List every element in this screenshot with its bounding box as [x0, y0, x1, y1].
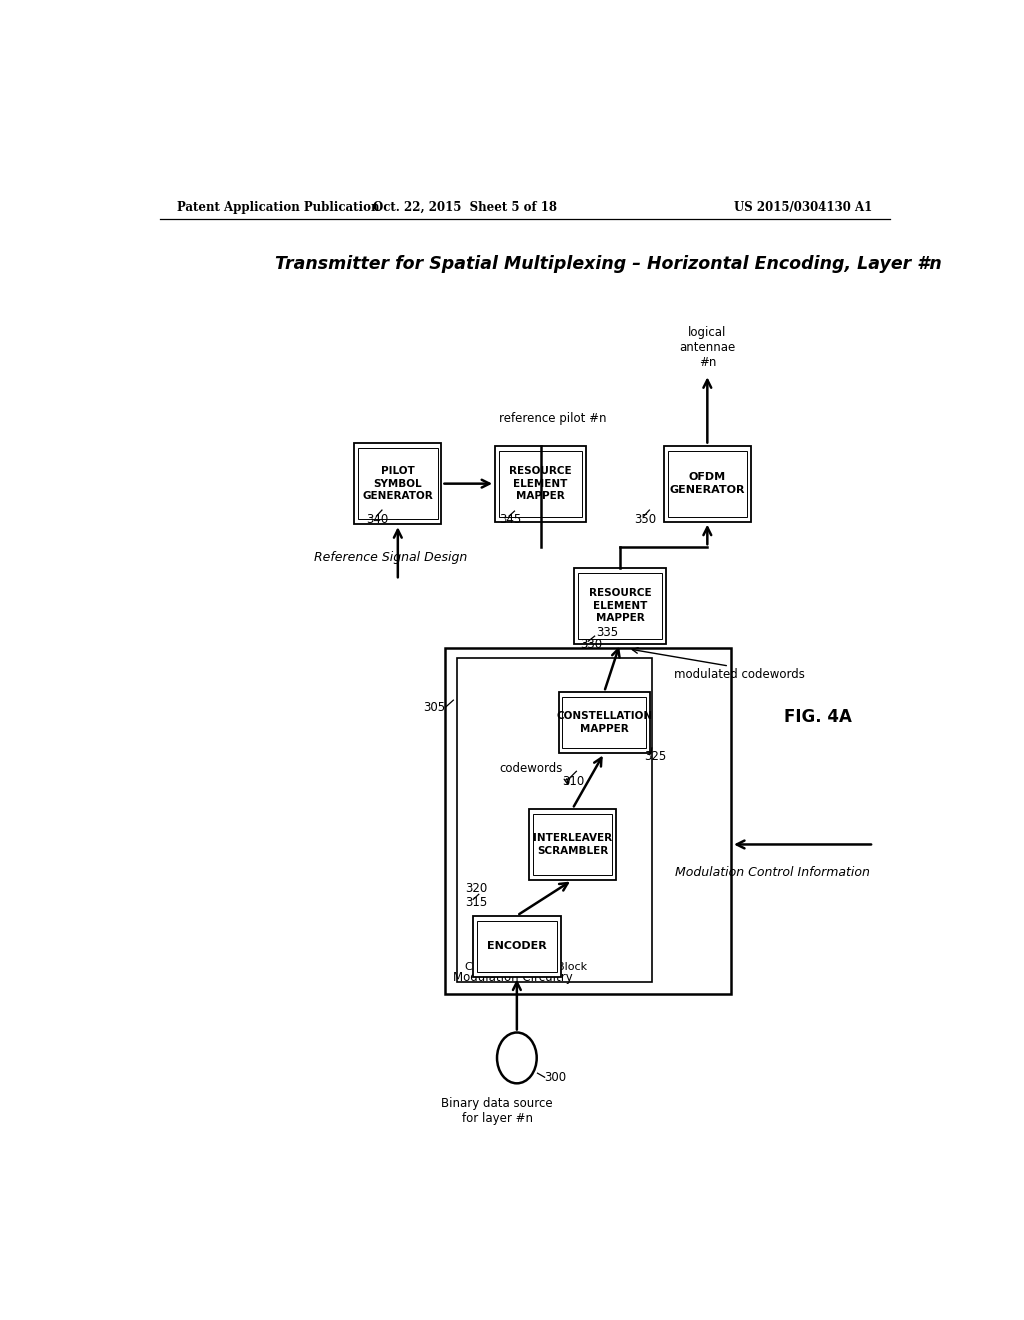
Text: 345: 345 — [500, 512, 521, 525]
Text: Modulation Circuitry: Modulation Circuitry — [454, 970, 573, 983]
Text: 320: 320 — [465, 882, 487, 895]
Text: PILOT
SYMBOL
GENERATOR: PILOT SYMBOL GENERATOR — [362, 466, 433, 502]
Text: 305: 305 — [423, 701, 445, 714]
Text: 350: 350 — [634, 512, 656, 525]
FancyBboxPatch shape — [574, 568, 666, 644]
Text: codewords: codewords — [499, 762, 562, 775]
Text: 325: 325 — [644, 750, 666, 763]
Text: RESOURCE
ELEMENT
MAPPER: RESOURCE ELEMENT MAPPER — [509, 466, 572, 502]
Text: Modulation Control Information: Modulation Control Information — [675, 866, 870, 879]
Text: reference pilot #n: reference pilot #n — [499, 412, 606, 425]
Text: Binary data source
for layer #n: Binary data source for layer #n — [441, 1097, 553, 1125]
Text: 310: 310 — [562, 775, 585, 788]
FancyBboxPatch shape — [558, 692, 650, 752]
Text: Patent Application Publication: Patent Application Publication — [177, 201, 380, 214]
Text: 330: 330 — [581, 638, 602, 651]
Text: CONSTELLATION
MAPPER: CONSTELLATION MAPPER — [556, 711, 652, 734]
FancyBboxPatch shape — [495, 446, 587, 521]
Text: Channel Coding Block: Channel Coding Block — [465, 961, 588, 972]
Text: logical
antennae
#n: logical antennae #n — [679, 326, 735, 370]
FancyBboxPatch shape — [473, 916, 560, 977]
Text: INTERLEAVER
SCRAMBLER: INTERLEAVER SCRAMBLER — [532, 833, 612, 855]
Text: Oct. 22, 2015  Sheet 5 of 18: Oct. 22, 2015 Sheet 5 of 18 — [374, 201, 557, 214]
Text: 335: 335 — [596, 626, 618, 639]
Text: RESOURCE
ELEMENT
MAPPER: RESOURCE ELEMENT MAPPER — [589, 589, 651, 623]
Text: 340: 340 — [367, 512, 388, 525]
FancyBboxPatch shape — [528, 809, 616, 880]
Text: Reference Signal Design: Reference Signal Design — [314, 552, 468, 565]
Text: modulated codewords: modulated codewords — [674, 668, 805, 681]
Text: US 2015/0304130 A1: US 2015/0304130 A1 — [734, 201, 872, 214]
Text: 300: 300 — [545, 1071, 566, 1084]
FancyBboxPatch shape — [664, 446, 751, 521]
FancyBboxPatch shape — [354, 444, 441, 524]
Text: ENCODER: ENCODER — [487, 941, 547, 952]
Text: Transmitter for Spatial Multiplexing – Horizontal Encoding, Layer #n: Transmitter for Spatial Multiplexing – H… — [274, 255, 941, 273]
Text: 315: 315 — [465, 896, 487, 909]
Text: OFDM
GENERATOR: OFDM GENERATOR — [670, 473, 745, 495]
Text: FIG. 4A: FIG. 4A — [784, 709, 852, 726]
